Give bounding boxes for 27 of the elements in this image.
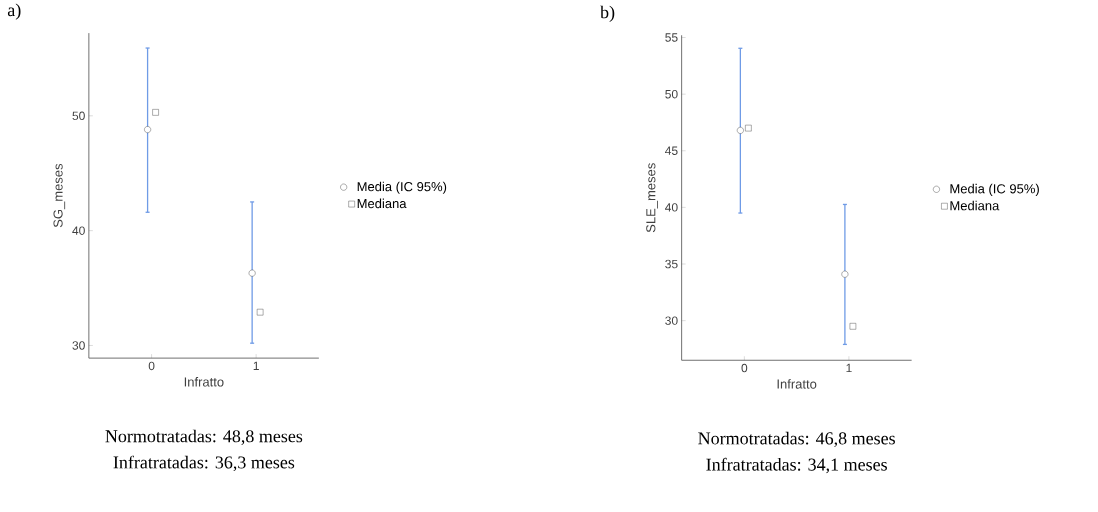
y-tick-label: 35 (665, 259, 678, 269)
y-axis-title: SLE_meses (646, 163, 658, 233)
x-tick-label: 0 (148, 361, 155, 371)
legend-label: Media (IC 95%) (950, 183, 1039, 196)
chart-title: a) (7, 3, 21, 20)
x-tick-label: 1 (253, 361, 259, 370)
text: Infratratadas: 36,3 meses (113, 455, 295, 472)
y-axis-title: SG_meses (53, 163, 66, 228)
y-tick-label: 55 (665, 33, 678, 42)
text: Normotratadas: 48,8 meses (105, 429, 303, 445)
y-tick-label: 40 (72, 226, 85, 235)
legend-label: Mediana (950, 200, 1000, 211)
y-tick-label: 30 (72, 341, 85, 350)
text: Normotratadas: 46,8 meses (698, 431, 895, 448)
x-tick-label: 1 (846, 363, 852, 373)
legend-label: Mediana (357, 198, 407, 209)
y-tick-label: 30 (665, 316, 678, 325)
x-axis-title: Infratto (777, 379, 817, 389)
text: Infratratadas: 34,1 meses (706, 457, 887, 474)
y-tick-label: 45 (665, 146, 678, 155)
x-tick-label: 0 (741, 363, 748, 373)
legend-label: Media (IC 95%) (357, 181, 447, 194)
x-axis-title: Infratto (184, 377, 224, 387)
chart-title: b) (600, 5, 615, 22)
y-tick-label: 50 (72, 111, 85, 121)
y-tick-label: 40 (665, 203, 678, 212)
y-tick-label: 50 (665, 89, 678, 99)
